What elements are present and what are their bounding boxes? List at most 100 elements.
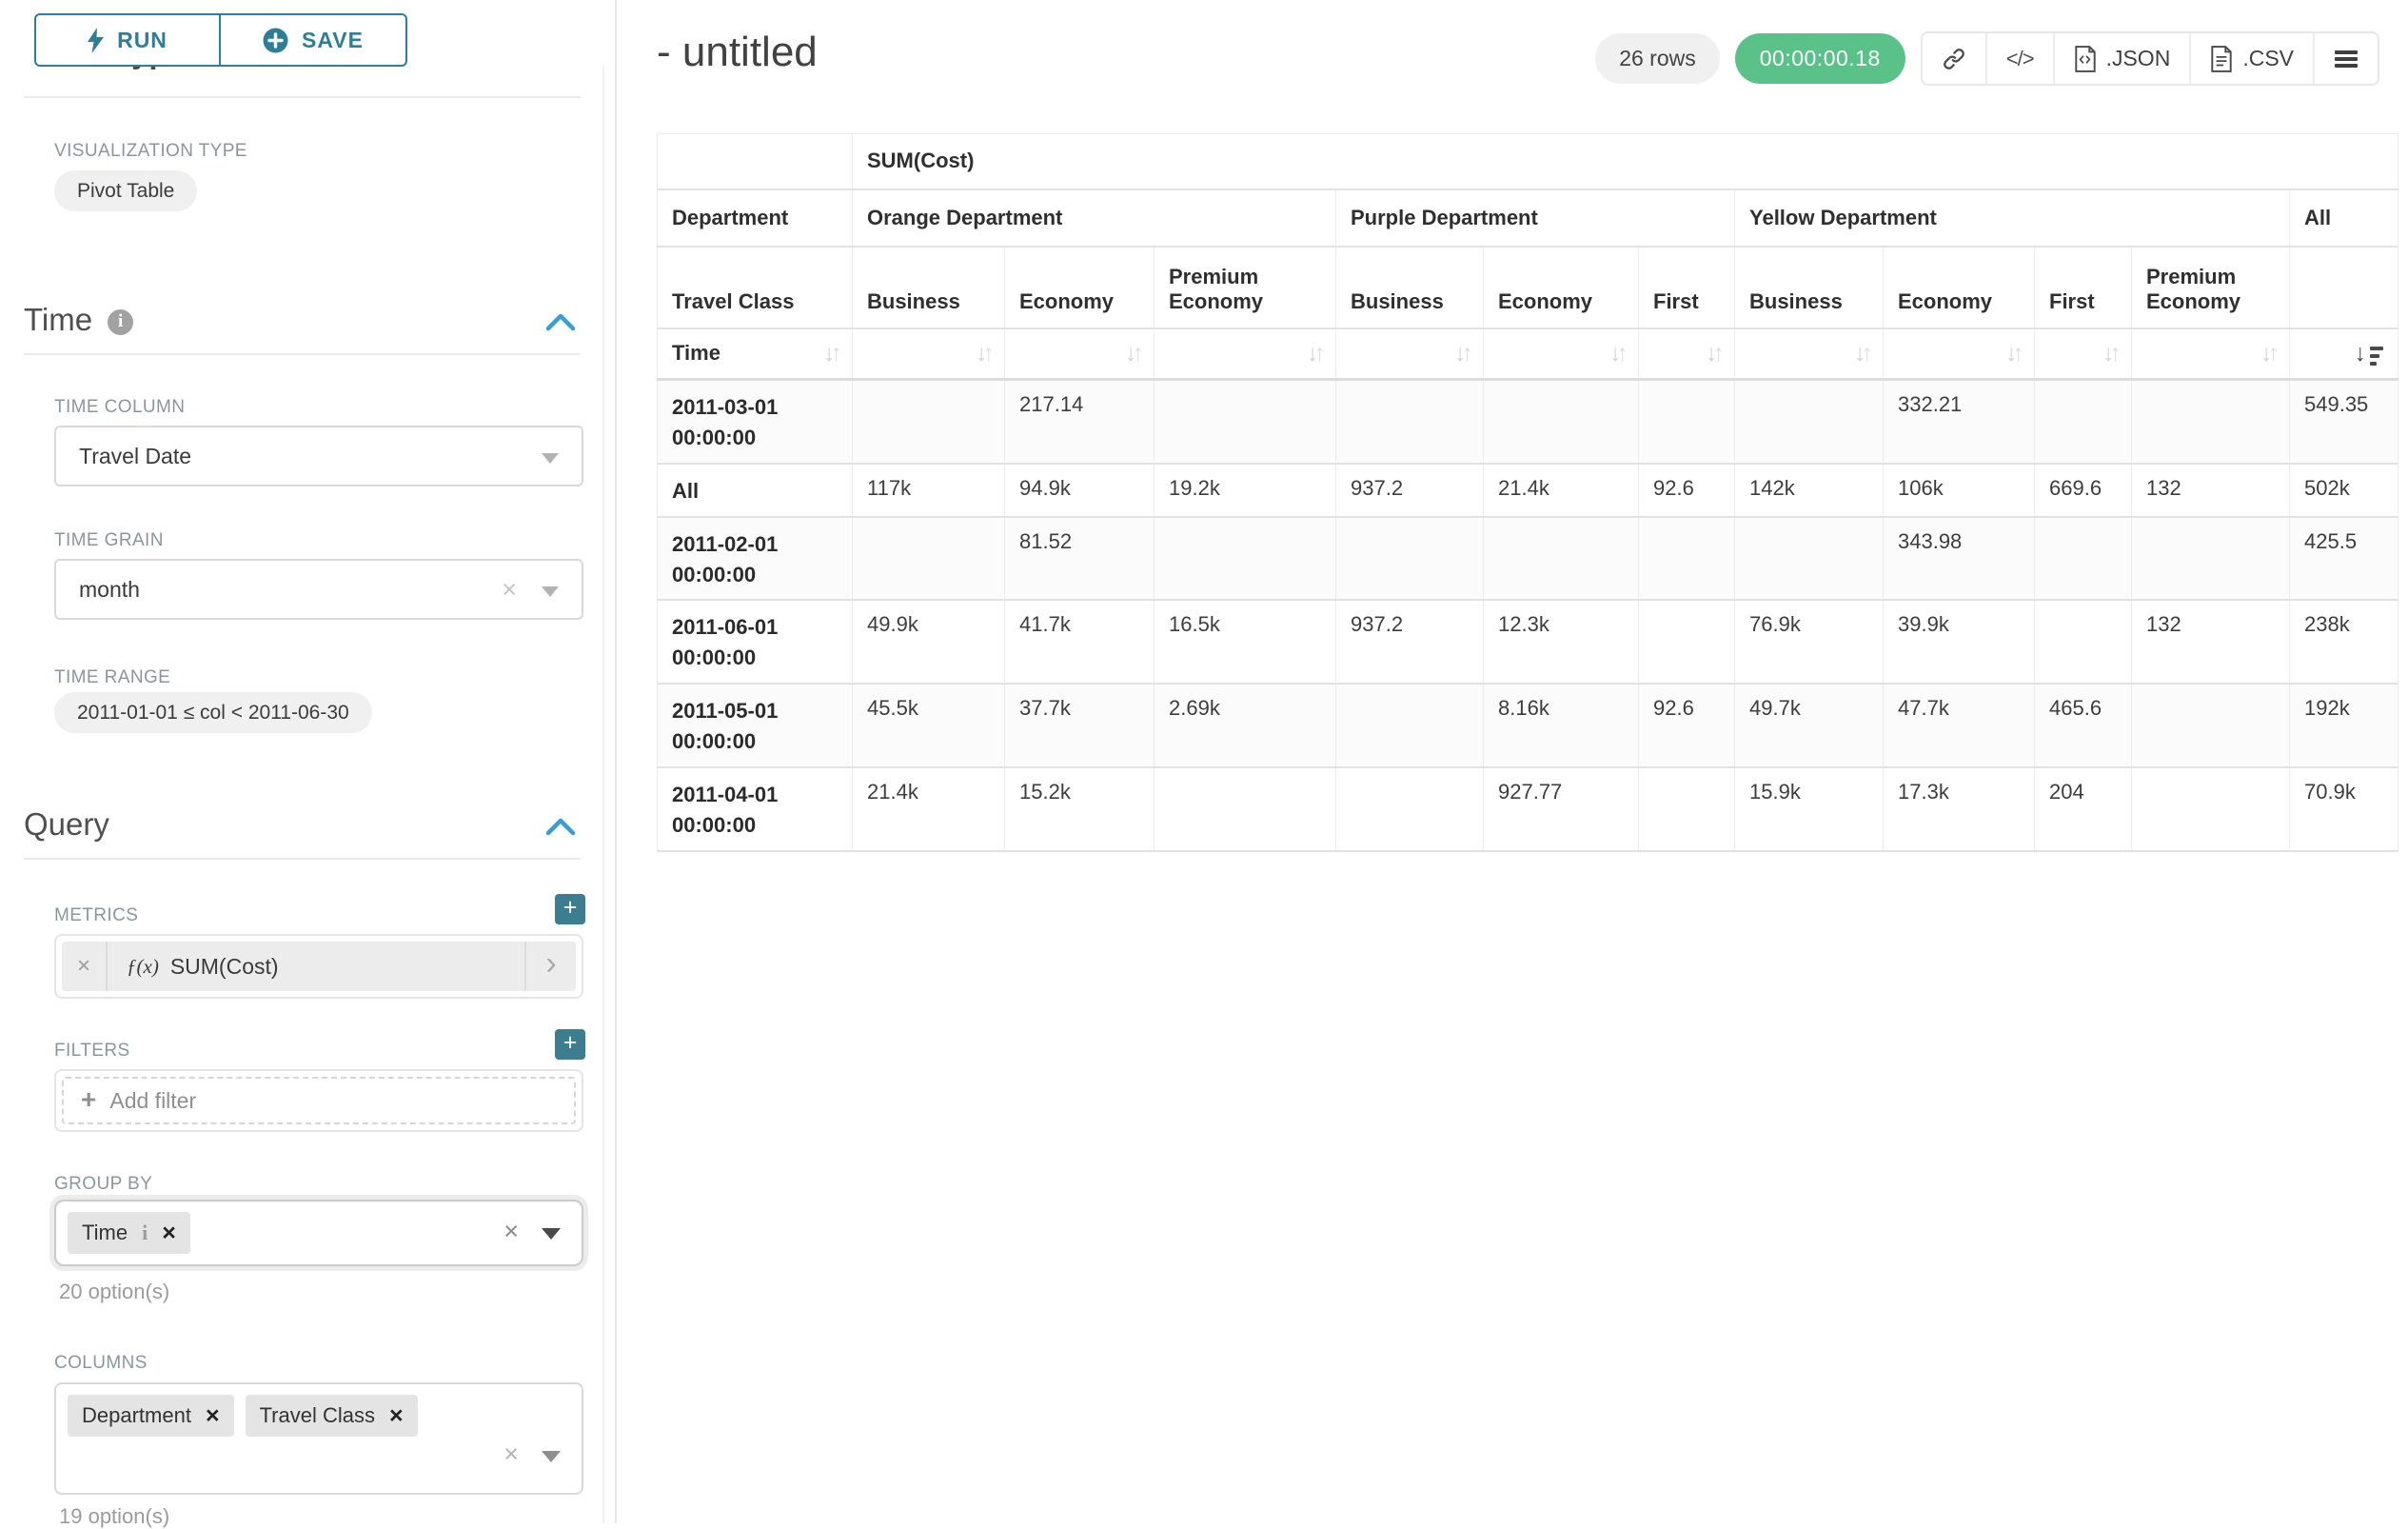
value-cell: 92.6 xyxy=(1639,464,1735,517)
share-link-button[interactable] xyxy=(1923,33,1985,84)
sortable-column-header[interactable]: ↓↑ xyxy=(1735,328,1884,380)
chart-title[interactable]: - untitled xyxy=(657,29,818,76)
value-cell xyxy=(1639,600,1735,684)
time-column-select[interactable]: Travel Date xyxy=(54,426,583,486)
tag-label: Travel Class xyxy=(260,1403,375,1428)
sort-icon[interactable]: ↓↑ xyxy=(1854,340,1868,367)
query-timer-badge: 00:00:00.18 xyxy=(1735,33,1905,84)
visualization-type-pill[interactable]: Pivot Table xyxy=(54,170,197,211)
value-cell: 15.2k xyxy=(1005,767,1155,851)
expand-metric-chevron-icon[interactable]: › xyxy=(524,942,576,991)
sort-icon[interactable]: ↓↑ xyxy=(1609,340,1624,367)
sortable-column-header[interactable]: ↓↑ xyxy=(853,328,1005,380)
value-cell: 92.6 xyxy=(1639,684,1735,767)
add-metric-button[interactable]: + xyxy=(555,894,585,924)
sortable-column-header[interactable]: ↓↑ xyxy=(1639,328,1735,380)
sort-icon[interactable]: ↓↑ xyxy=(2005,340,2020,367)
time-section-collapse-chevron-icon[interactable] xyxy=(544,311,577,332)
chevron-down-icon[interactable] xyxy=(542,1451,561,1462)
travel-class-header-cell: Business xyxy=(1735,247,1884,328)
sortable-column-header[interactable]: ↓↑ xyxy=(1484,328,1639,380)
clear-icon[interactable]: × xyxy=(503,1217,519,1246)
chart-panel: - untitled 26 rows 00:00:00.18 </> xyxy=(619,0,2408,1523)
time-range-pill[interactable]: 2011-01-01 ≤ col < 2011-06-30 xyxy=(54,692,372,733)
department-header-cell: Orange Department xyxy=(853,189,1336,247)
value-cell xyxy=(1639,767,1735,851)
time-header-cell[interactable]: Time↓↑ xyxy=(658,328,853,380)
travel-class-header-cell: Premium Economy xyxy=(2132,247,2290,328)
value-cell: 117k xyxy=(853,464,1005,517)
group-by-options-note: 20 option(s) xyxy=(59,1280,169,1304)
value-cell: 106k xyxy=(1884,464,2035,517)
metric-main: ƒ(x) SUM(Cost) xyxy=(108,942,524,991)
link-icon xyxy=(1942,47,1966,71)
json-button-label: .JSON xyxy=(2106,46,2171,71)
metric-pill[interactable]: × ƒ(x) SUM(Cost) › xyxy=(62,942,576,991)
remove-tag-icon[interactable]: × xyxy=(206,1402,220,1430)
corner-cell xyxy=(658,134,853,189)
value-cell: 132 xyxy=(2132,600,2290,684)
sortable-column-header[interactable]: ↓↑ xyxy=(1884,328,2035,380)
sort-icon[interactable]: ↓↑ xyxy=(2260,340,2275,367)
value-cell: 41.7k xyxy=(1005,600,1155,684)
remove-tag-icon[interactable]: × xyxy=(389,1402,404,1430)
chevron-down-icon[interactable] xyxy=(542,1228,561,1240)
menu-button[interactable] xyxy=(2313,33,2378,84)
value-cell: 465.6 xyxy=(2035,684,2132,767)
value-cell: 549.35 xyxy=(2290,380,2398,464)
sortable-column-header[interactable]: ↓↑ xyxy=(1005,328,1155,380)
run-button[interactable]: RUN xyxy=(34,13,221,67)
sort-desc-icon[interactable]: ↓ xyxy=(2355,342,2384,366)
sort-icon[interactable]: ↓↑ xyxy=(823,340,838,367)
save-button[interactable]: SAVE xyxy=(219,13,407,67)
run-save-button-group: RUN SAVE xyxy=(34,13,407,67)
columns-select[interactable]: Department × Travel Class × × xyxy=(54,1382,583,1495)
sortable-column-header[interactable]: ↓↑ xyxy=(1336,328,1484,380)
time-column-label: TIME COLUMN xyxy=(54,397,185,418)
export-csv-button[interactable]: .CSV xyxy=(2189,33,2313,84)
query-section-header[interactable]: Query xyxy=(24,806,109,843)
row-count-badge: 26 rows xyxy=(1595,33,1720,84)
value-cell: 81.52 xyxy=(1005,517,1155,601)
sortable-column-header[interactable]: ↓↑ xyxy=(2035,328,2132,380)
sort-icon[interactable]: ↓↑ xyxy=(1307,340,1321,367)
sortable-column-header[interactable]: ↓↑ xyxy=(2132,328,2290,380)
add-filter-button[interactable]: + Add filter xyxy=(62,1077,576,1124)
export-json-button[interactable]: .JSON xyxy=(2053,33,2190,84)
value-cell: 142k xyxy=(1735,464,1884,517)
sortable-column-header[interactable]: ↓ xyxy=(2290,328,2398,380)
query-section-collapse-chevron-icon[interactable] xyxy=(544,816,577,837)
value-cell: 2.69k xyxy=(1155,684,1336,767)
sort-icon[interactable]: ↓↑ xyxy=(1125,340,1139,367)
department-header-cell: All xyxy=(2290,189,2398,247)
filters-control: + Add filter xyxy=(54,1069,583,1132)
sort-icon[interactable]: ↓↑ xyxy=(2102,340,2117,367)
add-filter-plus-button[interactable]: + xyxy=(555,1029,585,1060)
value-cell: 39.9k xyxy=(1884,600,2035,684)
sortable-column-header[interactable]: ↓↑ xyxy=(1155,328,1336,380)
remove-metric-icon[interactable]: × xyxy=(62,942,108,991)
time-column-value: Travel Date xyxy=(56,444,191,469)
remove-tag-icon[interactable]: × xyxy=(162,1220,176,1247)
sidebar-scrollbar[interactable] xyxy=(602,0,604,1523)
clear-icon[interactable]: × xyxy=(503,1440,519,1469)
value-cell: 15.9k xyxy=(1735,767,1884,851)
sort-icon[interactable]: ↓↑ xyxy=(1454,340,1469,367)
value-cell: 45.5k xyxy=(853,684,1005,767)
value-cell xyxy=(2132,684,2290,767)
time-section-header[interactable]: Time i xyxy=(24,302,133,338)
time-grain-select[interactable]: month × xyxy=(54,559,583,620)
sort-icon[interactable]: ↓↑ xyxy=(976,340,990,367)
clear-icon[interactable]: × xyxy=(502,575,517,605)
csv-button-label: .CSV xyxy=(2242,46,2294,71)
value-cell xyxy=(2132,767,2290,851)
group-by-select[interactable]: Time i × × xyxy=(54,1200,583,1266)
value-cell: 425.5 xyxy=(2290,517,2398,601)
view-query-button[interactable]: </> xyxy=(1985,33,2053,84)
visualization-type-label: VISUALIZATION TYPE xyxy=(54,141,247,162)
travel-class-header-cell: Economy xyxy=(1005,247,1155,328)
metric-name: SUM(Cost) xyxy=(170,954,279,980)
sort-icon[interactable]: ↓↑ xyxy=(1706,340,1720,367)
